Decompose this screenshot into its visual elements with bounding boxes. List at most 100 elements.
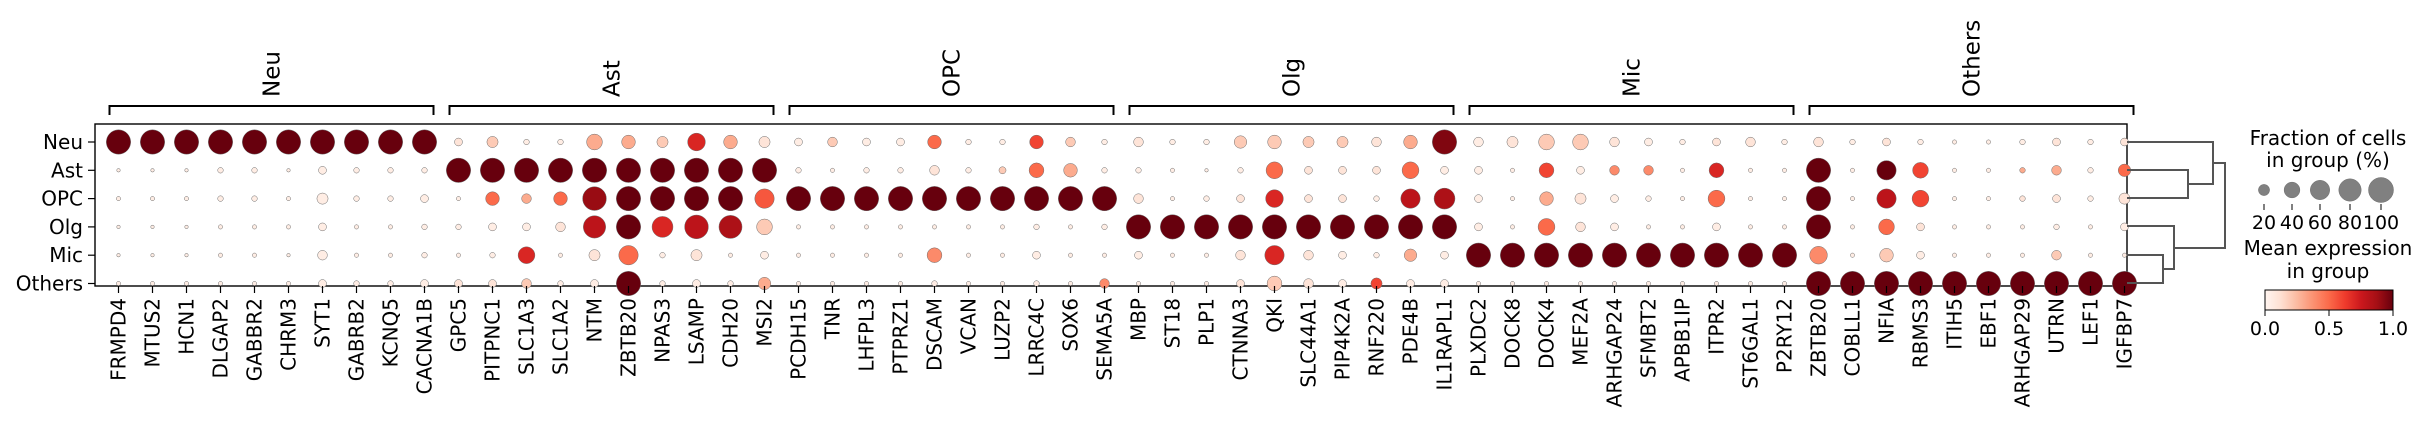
- dot-others-plp1: [1204, 281, 1209, 286]
- dot-mic-zbtb20: [1809, 246, 1828, 265]
- dot-neu-qki: [1267, 134, 1282, 150]
- colorbar: [2264, 289, 2394, 311]
- dot-olg-lef1: [2088, 224, 2093, 230]
- x-tick-label-lrrc4c: LRRC4C: [1025, 298, 1049, 377]
- x-tick-label-mtus2: MTUS2: [141, 298, 165, 368]
- x-tick-label-sfmbt2: SFMBT2: [1637, 298, 1661, 378]
- dot-opc-mtus2: [150, 196, 155, 202]
- dot-ast-utrn: [2051, 165, 2062, 176]
- dot-others-luzp2: [1000, 281, 1005, 286]
- dot-opc-pde4b: [1400, 188, 1421, 209]
- dot-neu-dscam: [927, 134, 942, 150]
- dendrogram: [2127, 141, 2226, 284]
- dot-ast-slc44a1: [1304, 166, 1313, 175]
- dot-others-npas3: [659, 280, 666, 287]
- colorbar-tick-label-0.0: 0.0: [2250, 318, 2280, 340]
- x-tick-label-npas3: NPAS3: [651, 298, 675, 363]
- dot-neu-lhfpl3: [862, 137, 871, 147]
- dot-neu-npas3: [656, 136, 669, 148]
- dot-neu-dock8: [1506, 136, 1519, 148]
- dot-others-lef1: [2078, 271, 2103, 296]
- size-legend-dot-20: [2258, 184, 2270, 196]
- dot-others-arhgap29: [2010, 271, 2035, 296]
- dot-others-dock4: [1544, 281, 1549, 286]
- dot-ast-dock8: [1510, 167, 1515, 173]
- dot-ast-sema5a: [1101, 167, 1108, 174]
- dot-ast-chrm3: [286, 168, 291, 173]
- dot-ast-zbtb20: [1806, 157, 1831, 183]
- dot-others-apbb1ip: [1680, 281, 1685, 286]
- dot-mic-cacna1b: [421, 252, 428, 259]
- dot-opc-syt1: [316, 192, 329, 205]
- dot-others-plxdc2: [1476, 281, 1481, 286]
- dot-opc-apbb1ip: [1680, 196, 1685, 202]
- dot-others-gabrb2: [353, 280, 360, 287]
- x-tick-label-arhgap24: ARHGAP24: [1603, 298, 1627, 407]
- dot-ast-slc1a2: [548, 157, 573, 183]
- dot-olg-dlgap2: [218, 224, 223, 230]
- dot-olg-pcdh15: [796, 224, 801, 230]
- dot-opc-arhgap24: [1610, 194, 1619, 203]
- dot-ast-pcdh15: [795, 167, 802, 174]
- dot-olg-sox6: [1068, 224, 1073, 230]
- dot-olg-pitpnc1: [488, 222, 497, 232]
- dot-neu-gabrb2: [344, 129, 369, 155]
- dot-neu-msi2: [758, 136, 771, 148]
- dot-ast-frmpd4: [116, 168, 121, 173]
- dot-olg-lrrc4c: [1033, 223, 1040, 230]
- group-label-others: Others: [1960, 20, 1986, 97]
- dot-neu-p2ry12: [1781, 138, 1788, 146]
- group-bracket-olg: [1128, 105, 1455, 115]
- row-label-neu: Neu: [43, 130, 83, 154]
- dot-ast-luzp2: [998, 166, 1007, 175]
- dot-others-cobll1: [1840, 271, 1865, 296]
- dot-opc-tnr: [820, 186, 845, 212]
- dendrogram-branch-neu: [2127, 141, 2214, 185]
- dot-ast-mef2a: [1576, 166, 1585, 175]
- dot-olg-cobll1: [1850, 224, 1855, 230]
- dot-mic-chrm3: [286, 253, 291, 258]
- x-tick-label-pcdh15: PCDH15: [787, 298, 811, 380]
- dot-opc-plp1: [1203, 195, 1210, 202]
- dot-olg-apbb1ip: [1680, 224, 1685, 230]
- dot-others-rbms3: [1908, 271, 1933, 296]
- dot-others-nfia: [1874, 271, 1899, 296]
- dot-neu-slc44a1: [1302, 136, 1315, 148]
- dot-mic-arhgap29: [2020, 252, 2025, 258]
- x-tick-label-itih5: ITIH5: [1943, 298, 1967, 350]
- dot-neu-pitpnc1: [486, 136, 499, 148]
- dot-ast-slc1a3: [514, 157, 539, 183]
- x-tick-label-plxdc2: PLXDC2: [1467, 298, 1491, 377]
- dot-ast-cacna1b: [421, 167, 428, 174]
- dot-olg-gabbr2: [252, 224, 257, 230]
- dot-opc-p2ry12: [1782, 196, 1787, 202]
- dot-others-vcan: [966, 281, 971, 286]
- x-tick-label-pip4k2a: PIP4K2A: [1331, 298, 1355, 381]
- dot-mic-sema5a: [1102, 252, 1107, 258]
- dot-opc-slc44a1: [1304, 194, 1313, 203]
- dot-olg-luzp2: [1000, 224, 1005, 230]
- x-tick-label-lhfpl3: LHFPL3: [855, 298, 879, 372]
- dot-ast-npas3: [650, 157, 675, 183]
- dot-olg-ctnna3: [1228, 214, 1253, 240]
- x-tick-label-utrn: UTRN: [2045, 298, 2069, 354]
- dot-opc-kcnq5: [387, 195, 394, 202]
- dot-ast-sfmbt2: [1643, 165, 1654, 176]
- dot-opc-slc1a3: [521, 193, 532, 204]
- x-tick-label-ctnna3: CTNNA3: [1229, 298, 1253, 381]
- colorbar-tick-label-1.0: 1.0: [2378, 318, 2408, 340]
- dot-neu-rbms3: [1917, 138, 1924, 146]
- dot-others-arhgap24: [1612, 281, 1617, 286]
- color-legend-title-line2: in group: [2287, 259, 2370, 283]
- dot-olg-st18: [1160, 214, 1185, 240]
- group-bracket-others: [1808, 105, 2135, 115]
- dot-others-kcnq5: [387, 280, 394, 287]
- size-legend-dot-60: [2310, 180, 2330, 200]
- group-label-opc: OPC: [940, 49, 966, 97]
- x-tick-label-frmpd4: FRMPD4: [107, 298, 131, 381]
- dot-mic-mbp: [1134, 250, 1143, 260]
- dot-ast-dscam: [929, 165, 940, 176]
- x-tick-label-mbp: MBP: [1127, 298, 1151, 341]
- x-tick-label-gpc5: GPC5: [447, 298, 471, 352]
